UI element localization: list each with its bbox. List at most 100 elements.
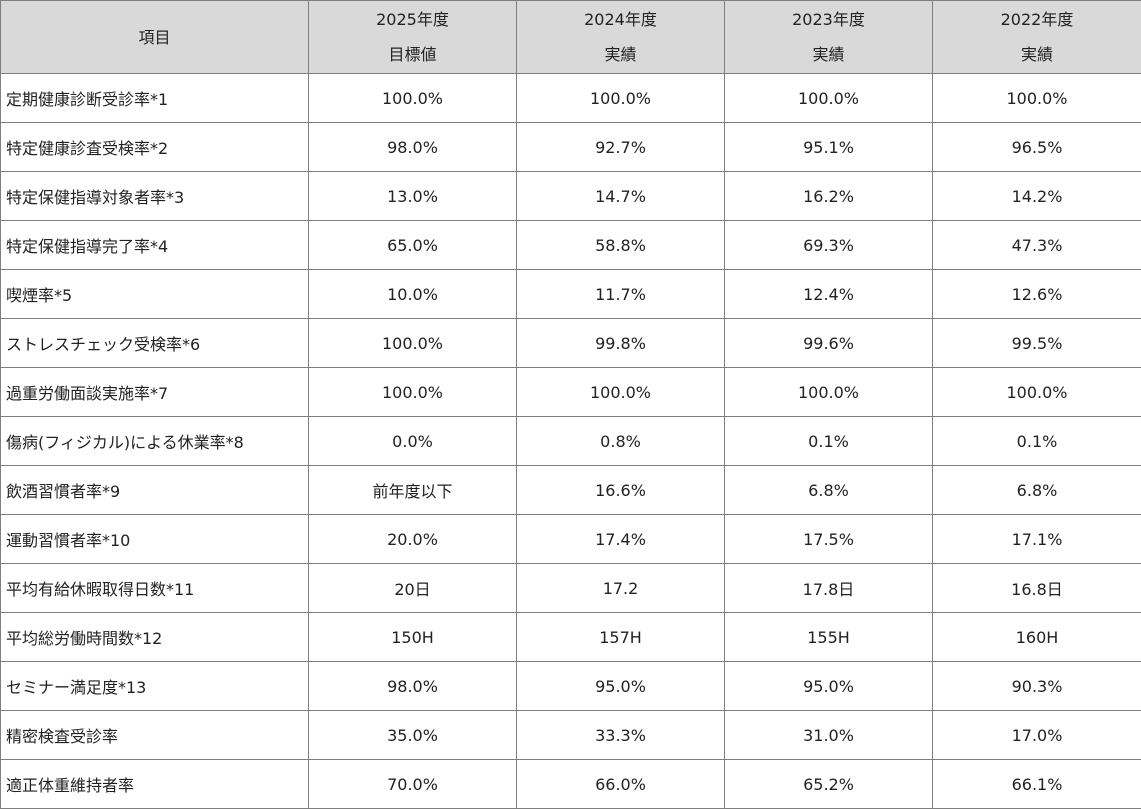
header-kind: 目標値 (309, 37, 516, 72)
row-value-cell: 14.7% (517, 172, 725, 221)
row-value-cell: 11.7% (517, 270, 725, 319)
header-row: 項目 2025年度 目標値 2024年度 実績 2023年度 実績 2022年度… (1, 1, 1141, 74)
row-value-cell: 17.1% (933, 515, 1141, 564)
row-value-cell: 17.4% (517, 515, 725, 564)
row-value-cell: 65.2% (725, 760, 933, 809)
row-value-cell: 150H (309, 613, 517, 662)
row-value-cell: 20日 (309, 564, 517, 613)
row-value-cell: 65.0% (309, 221, 517, 270)
row-value-cell: 100.0% (517, 368, 725, 417)
row-value-cell: 155H (725, 613, 933, 662)
row-item-label: 過重労働面談実施率*7 (1, 368, 309, 417)
row-value-cell: 98.0% (309, 662, 517, 711)
row-item-label: 適正体重維持者率 (1, 760, 309, 809)
row-value-cell: 16.8日 (933, 564, 1141, 613)
row-value-cell: 69.3% (725, 221, 933, 270)
row-value-cell: 100.0% (933, 74, 1141, 123)
row-value-cell: 98.0% (309, 123, 517, 172)
header-col-2023: 2023年度 実績 (725, 1, 933, 74)
header-year: 2023年度 (725, 2, 932, 37)
row-value-cell: 20.0% (309, 515, 517, 564)
row-value-cell: 99.8% (517, 319, 725, 368)
row-value-cell: 160H (933, 613, 1141, 662)
row-value-cell: 58.8% (517, 221, 725, 270)
row-value-cell: 70.0% (309, 760, 517, 809)
row-value-cell: 100.0% (933, 368, 1141, 417)
row-value-cell: 17.0% (933, 711, 1141, 760)
row-value-cell: 95.0% (725, 662, 933, 711)
row-value-cell: 17.8日 (725, 564, 933, 613)
row-value-cell: 95.1% (725, 123, 933, 172)
row-value-cell: 6.8% (933, 466, 1141, 515)
row-item-label: 特定保健指導対象者率*3 (1, 172, 309, 221)
header-kind: 実績 (725, 37, 932, 72)
row-value-cell: 前年度以下 (309, 466, 517, 515)
row-value-cell: 95.0% (517, 662, 725, 711)
row-item-label: 運動習慣者率*10 (1, 515, 309, 564)
row-value-cell: 17.5% (725, 515, 933, 564)
row-value-cell: 14.2% (933, 172, 1141, 221)
row-value-cell: 0.8% (517, 417, 725, 466)
row-item-label: 精密検査受診率 (1, 711, 309, 760)
row-value-cell: 17.2 (517, 564, 725, 613)
row-item-label: ストレスチェック受検率*6 (1, 319, 309, 368)
header-year: 2025年度 (309, 2, 516, 37)
row-item-label: 定期健康診断受診率*1 (1, 74, 309, 123)
row-value-cell: 100.0% (309, 319, 517, 368)
row-item-label: 傷病(フィジカル)による休業率*8 (1, 417, 309, 466)
row-value-cell: 96.5% (933, 123, 1141, 172)
header-col-2024: 2024年度 実績 (517, 1, 725, 74)
row-item-label: 喫煙率*5 (1, 270, 309, 319)
row-value-cell: 0.0% (309, 417, 517, 466)
header-col-2022: 2022年度 実績 (933, 1, 1141, 74)
header-year: 2022年度 (933, 2, 1141, 37)
row-value-cell: 90.3% (933, 662, 1141, 711)
row-value-cell: 100.0% (725, 74, 933, 123)
row-value-cell: 0.1% (933, 417, 1141, 466)
row-value-cell: 12.4% (725, 270, 933, 319)
header-year: 2024年度 (517, 2, 724, 37)
header-kind: 実績 (933, 37, 1141, 72)
row-item-label: 飲酒習慣者率*9 (1, 466, 309, 515)
table-header: 項目 2025年度 目標値 2024年度 実績 2023年度 実績 2022年度… (1, 1, 1141, 74)
row-value-cell: 47.3% (933, 221, 1141, 270)
row-value-cell: 33.3% (517, 711, 725, 760)
row-item-label: 平均有給休暇取得日数*11 (1, 564, 309, 613)
row-value-cell: 157H (517, 613, 725, 662)
row-value-cell: 99.6% (725, 319, 933, 368)
row-value-cell: 100.0% (725, 368, 933, 417)
row-item-label: 平均総労働時間数*12 (1, 613, 309, 662)
row-value-cell: 35.0% (309, 711, 517, 760)
header-item: 項目 (1, 1, 309, 74)
row-value-cell: 12.6% (933, 270, 1141, 319)
row-item-label: セミナー満足度*13 (1, 662, 309, 711)
row-value-cell: 100.0% (517, 74, 725, 123)
row-value-cell: 10.0% (309, 270, 517, 319)
row-value-cell: 100.0% (309, 368, 517, 417)
row-value-cell: 66.1% (933, 760, 1141, 809)
row-value-cell: 99.5% (933, 319, 1141, 368)
row-item-label: 特定健康診査受検率*2 (1, 123, 309, 172)
row-value-cell: 31.0% (725, 711, 933, 760)
row-value-cell: 100.0% (309, 74, 517, 123)
row-value-cell: 92.7% (517, 123, 725, 172)
row-value-cell: 6.8% (725, 466, 933, 515)
row-value-cell: 0.1% (725, 417, 933, 466)
